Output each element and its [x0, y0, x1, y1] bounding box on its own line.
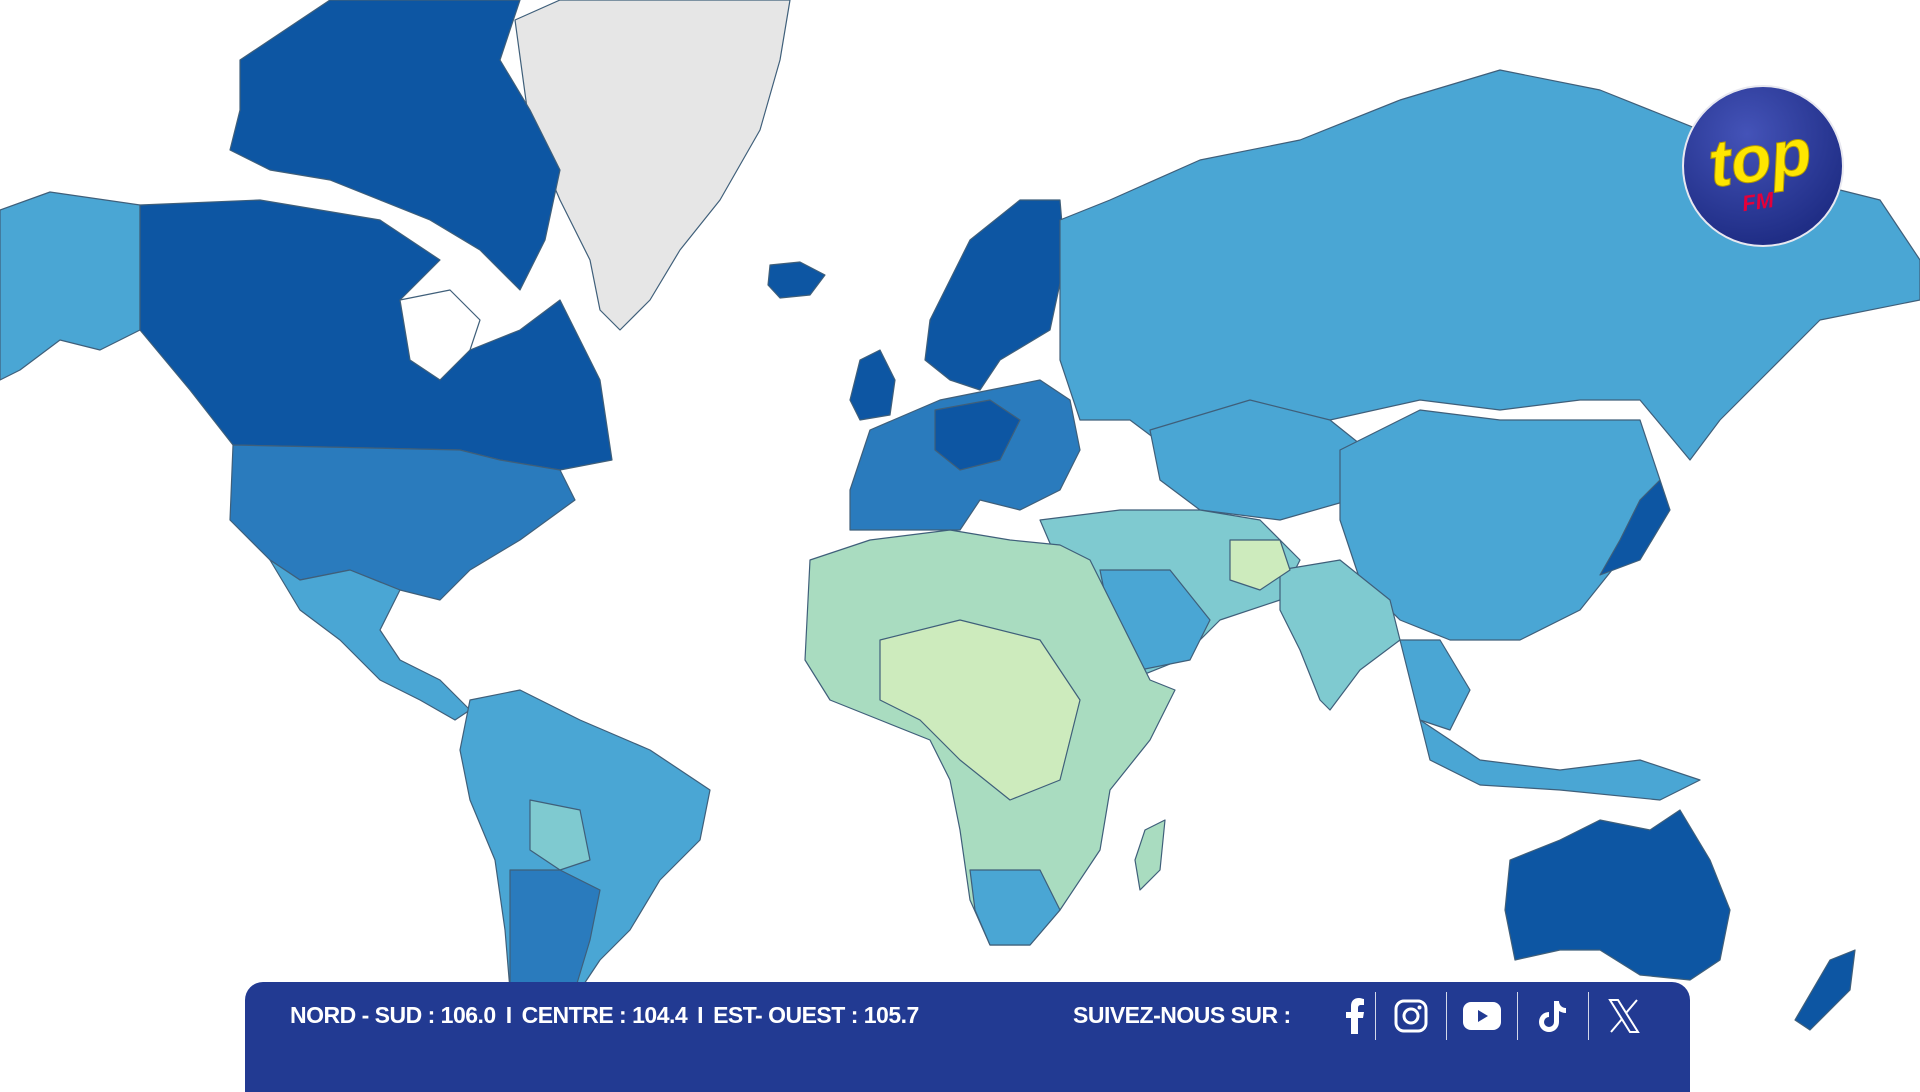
central-europe — [934, 399, 1021, 471]
southern-africa — [969, 869, 1061, 946]
united-kingdom — [849, 349, 896, 421]
alaska — [0, 191, 141, 381]
sahel-central-africa — [879, 619, 1081, 801]
svg-text:FM: FM — [1740, 187, 1776, 216]
frequency-list: NORD - SUD : 106.0 I CENTRE : 104.4 I EST- O… — [290, 1002, 919, 1029]
x-link[interactable] — [1588, 992, 1659, 1040]
instagram-icon — [1394, 999, 1428, 1033]
scandinavia — [924, 199, 1066, 391]
frequency-banner: NORD - SUD : 106.0 I CENTRE : 104.4 I EST- O… — [245, 982, 1690, 1092]
iceland — [767, 261, 826, 299]
indonesia — [1419, 719, 1701, 801]
bolivia-paraguay — [529, 799, 591, 871]
frequency-est-ouest: EST- OUEST : 105.7 — [713, 1002, 919, 1028]
tiktok-link[interactable] — [1517, 992, 1588, 1040]
svg-text:top: top — [1704, 114, 1816, 202]
mexico-central-america — [269, 559, 471, 721]
top-fm-logo: top FM — [1682, 85, 1844, 247]
youtube-icon — [1463, 1002, 1501, 1030]
youtube-link[interactable] — [1446, 992, 1517, 1040]
greenland — [514, 0, 791, 331]
frequency-nord-sud: NORD - SUD : 106.0 — [290, 1002, 496, 1028]
separator: I — [697, 1002, 704, 1028]
canadian-arctic-islands — [229, 0, 561, 291]
frequency-centre: CENTRE : 104.4 — [521, 1002, 688, 1028]
madagascar — [1134, 819, 1166, 891]
follow-label: SUIVEZ-NOUS SUR : — [1073, 1002, 1291, 1028]
canada — [139, 199, 613, 471]
southeast-asia — [1399, 639, 1471, 731]
afghanistan — [1229, 539, 1291, 591]
separator: I — [505, 1002, 512, 1028]
new-zealand — [1794, 949, 1856, 1031]
social-links — [1335, 988, 1659, 1044]
australia — [1504, 809, 1731, 981]
tiktok-icon — [1539, 1001, 1566, 1032]
facebook-icon — [1346, 998, 1364, 1034]
hudson-bay — [399, 289, 481, 381]
x-icon — [1608, 999, 1640, 1033]
india — [1279, 559, 1401, 711]
instagram-link[interactable] — [1375, 992, 1446, 1040]
facebook-link[interactable] — [1335, 992, 1375, 1040]
japan — [1599, 479, 1671, 576]
